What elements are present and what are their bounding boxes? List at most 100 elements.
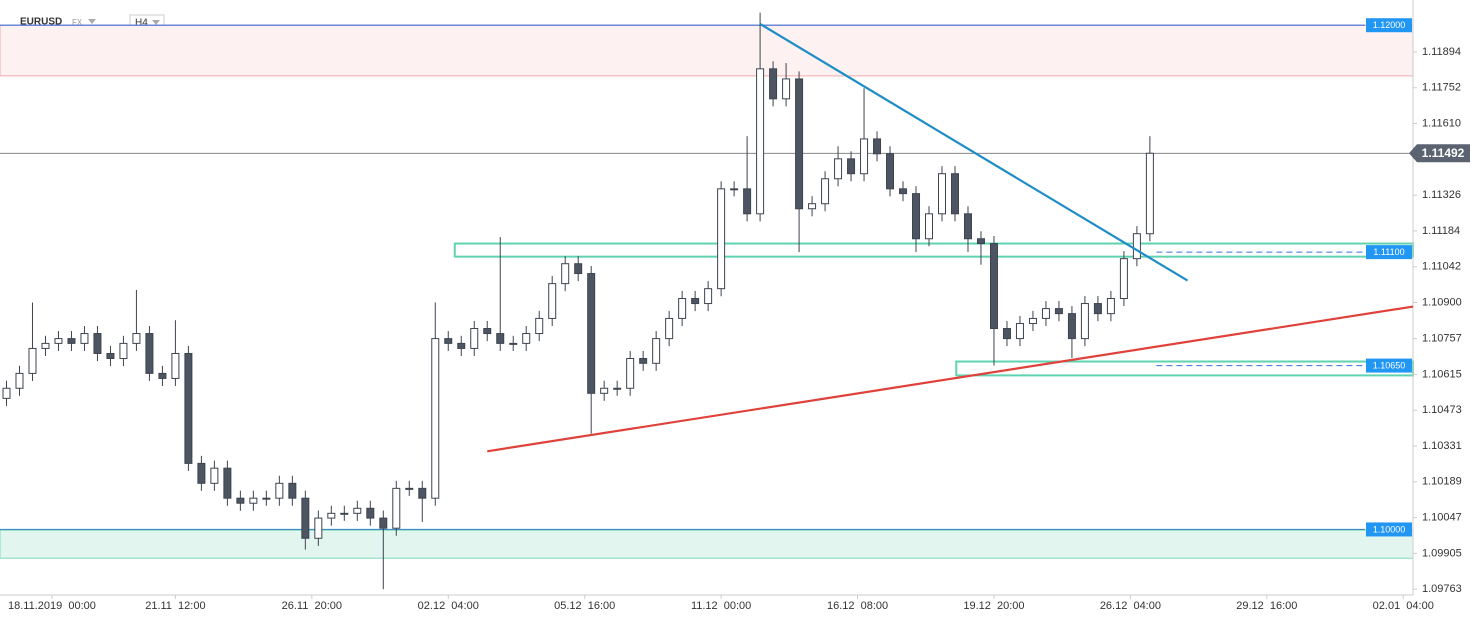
zone	[0, 529, 1414, 559]
candle-body	[782, 78, 791, 100]
y-tick-label: 1.10757	[1422, 333, 1462, 345]
candle-body	[119, 342, 128, 360]
candle-body	[184, 352, 193, 464]
candle-body	[1041, 308, 1050, 319]
y-tick-label: 1.10900	[1422, 296, 1462, 308]
x-tick-label: 16.12 08:00	[827, 600, 888, 612]
level-label: 1.12000	[1373, 20, 1406, 30]
candle-body	[132, 333, 141, 344]
candle-body	[366, 507, 375, 519]
candle-body	[106, 352, 115, 360]
candle-body	[574, 263, 583, 275]
candle-body	[236, 497, 245, 504]
candle-body	[80, 333, 89, 344]
candle-body	[444, 338, 453, 344]
candle-body	[730, 188, 739, 191]
level-label-box	[1366, 18, 1412, 33]
candle-body	[561, 263, 570, 285]
candle-body	[1015, 322, 1024, 340]
trendline	[759, 23, 1189, 282]
current-price-label: 1.11492	[1422, 146, 1465, 160]
x-tick-label: 21.11 12:00	[145, 600, 205, 612]
y-tick-label: 1.11894	[1422, 46, 1461, 58]
candle-body	[1132, 233, 1141, 260]
x-tick-label: 18.11.2019 00:00	[8, 600, 96, 612]
candle-body	[54, 338, 63, 344]
candle-body	[847, 158, 856, 175]
candle-body	[314, 517, 323, 539]
symbol[interactable]: EURUSD	[20, 17, 62, 28]
candle-body	[405, 487, 414, 490]
candle-body	[899, 188, 908, 195]
candle-body	[626, 358, 635, 389]
y-tick-label: 1.10189	[1422, 476, 1462, 488]
x-tick-label: 02.01 04:00	[1373, 600, 1434, 612]
y-tick-label: 1.10331	[1422, 440, 1462, 452]
y-tick-label: 1.11610	[1422, 117, 1461, 129]
candle-body	[249, 497, 258, 504]
symbol-dropdown[interactable]	[88, 19, 96, 24]
level-label: 1.10650	[1373, 360, 1406, 370]
timeframe[interactable]: H4	[135, 18, 148, 29]
candle-body	[1093, 303, 1102, 315]
candle-body	[301, 497, 310, 539]
candle-body	[665, 317, 674, 340]
candle-body	[808, 203, 817, 210]
candle-body	[262, 497, 271, 500]
candle-body	[548, 283, 557, 319]
zone	[0, 24, 1414, 77]
candle-body	[976, 238, 985, 245]
candle-body	[522, 333, 531, 344]
x-tick-label: 02.12 04:00	[418, 600, 479, 612]
candle-body	[963, 213, 972, 240]
candle-body	[210, 467, 219, 484]
level-label: 1.11100	[1373, 247, 1404, 257]
trendline	[487, 305, 1414, 453]
candle-body	[938, 173, 946, 215]
candle-body	[145, 333, 154, 374]
candle-body	[912, 193, 921, 240]
candle-body	[496, 333, 505, 344]
y-tick-label: 1.11184	[1422, 225, 1460, 237]
candle-body	[795, 78, 804, 210]
candle-body	[600, 387, 609, 394]
candle-body	[41, 342, 50, 349]
candle-body	[834, 158, 843, 180]
candle-body	[509, 342, 518, 345]
candle-body	[613, 387, 622, 390]
candle-body	[392, 487, 401, 529]
candle-body	[1002, 328, 1011, 340]
candle-body	[223, 467, 232, 499]
candle-body	[873, 138, 882, 155]
level-label-box	[1366, 245, 1412, 260]
candle-body	[483, 328, 492, 335]
x-tick-label: 11.12 00:00	[691, 600, 751, 612]
market: FX	[72, 18, 83, 27]
candle-body	[327, 512, 336, 519]
y-tick-label: 1.11326	[1422, 189, 1461, 201]
candle-body	[470, 328, 479, 349]
candle-body	[1028, 317, 1037, 324]
timeframe-dropdown[interactable]	[152, 20, 160, 25]
candle-body	[587, 273, 596, 394]
y-tick-label: 1.09905	[1422, 547, 1462, 559]
candle-body	[418, 487, 427, 499]
candle-body	[743, 188, 752, 215]
candle-body	[535, 317, 544, 335]
candle-body	[1145, 152, 1154, 235]
candle-body	[67, 338, 76, 344]
candle-body	[353, 507, 362, 514]
candle-body	[925, 213, 934, 240]
y-tick-label: 1.09763	[1422, 583, 1462, 595]
y-tick-label: 1.11042	[1422, 261, 1461, 273]
candle-body	[197, 462, 206, 484]
candle-body	[275, 482, 284, 499]
candle-body	[678, 298, 687, 319]
y-tick-label: 1.10473	[1422, 404, 1462, 416]
current-price-box	[1409, 144, 1470, 163]
candle-body	[28, 347, 37, 374]
y-tick-label: 1.10047	[1422, 512, 1462, 524]
